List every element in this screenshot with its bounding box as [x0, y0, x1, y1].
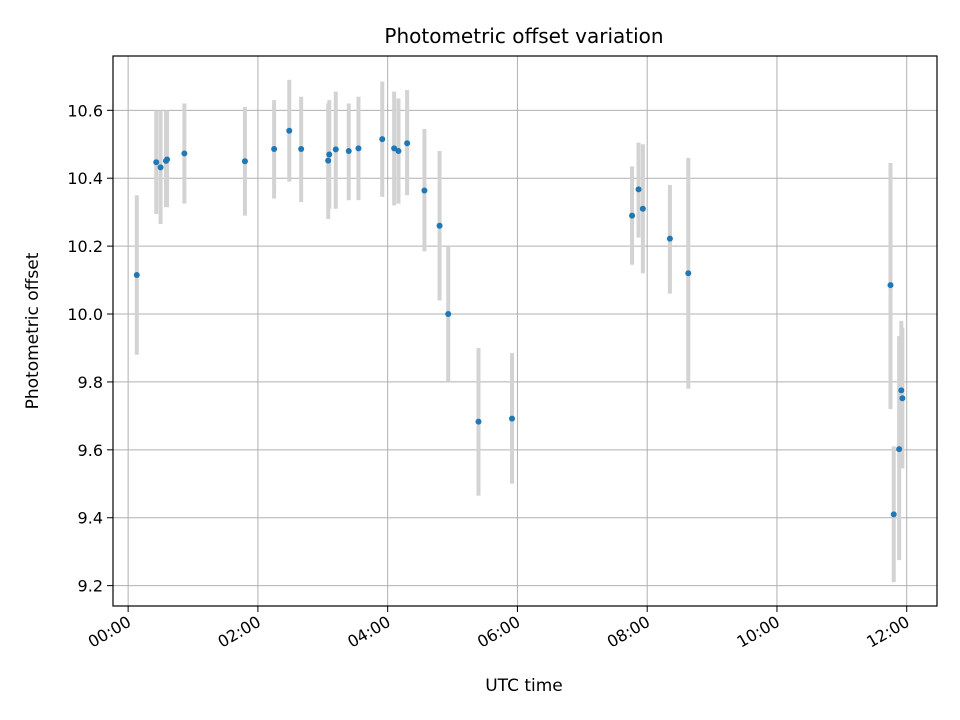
data-point [355, 145, 362, 152]
data-point [629, 212, 636, 219]
data-point [436, 222, 443, 229]
data-point [887, 282, 894, 289]
data-point [685, 270, 692, 277]
data-point [286, 127, 293, 134]
data-point [345, 148, 352, 155]
data-point [639, 205, 646, 212]
y-tick-label: 10.4 [67, 169, 103, 188]
data-point [475, 418, 482, 425]
data-point [133, 271, 140, 278]
data-point [332, 146, 339, 153]
data-point [271, 146, 278, 153]
data-points [133, 127, 906, 518]
data-point [181, 150, 188, 157]
chart-title: Photometric offset variation [384, 24, 663, 48]
data-point [445, 311, 452, 318]
x-axis-label: UTC time [485, 676, 563, 696]
data-point [326, 151, 333, 158]
data-point [890, 511, 897, 518]
data-point [325, 157, 332, 164]
data-point [379, 136, 386, 143]
y-tick-label: 10.2 [67, 237, 103, 256]
y-tick-label: 9.4 [78, 509, 103, 528]
data-point [164, 156, 171, 163]
y-axis-ticks: 9.2 9.4 9.6 9.8 10.0 10.2 10.4 10.6 [67, 101, 113, 596]
data-point [157, 164, 164, 171]
data-point [404, 140, 411, 147]
data-point [391, 145, 398, 152]
data-point [421, 187, 428, 194]
data-point [509, 415, 516, 422]
y-tick-label: 10.0 [67, 305, 103, 324]
y-tick-label: 9.6 [78, 441, 103, 460]
data-point [395, 148, 402, 155]
grid-lines [113, 56, 937, 606]
data-point [899, 395, 906, 402]
data-point [898, 387, 905, 394]
data-point [666, 235, 673, 242]
data-point [298, 146, 305, 153]
data-point [896, 446, 903, 453]
data-point [153, 159, 160, 166]
y-axis-label: Photometric offset [23, 252, 43, 409]
data-point [241, 158, 248, 165]
y-tick-label: 9.2 [78, 577, 103, 596]
data-point [635, 186, 642, 193]
y-tick-label: 9.8 [78, 373, 103, 392]
y-tick-label: 10.6 [67, 101, 103, 120]
plot-frame [112, 55, 938, 607]
